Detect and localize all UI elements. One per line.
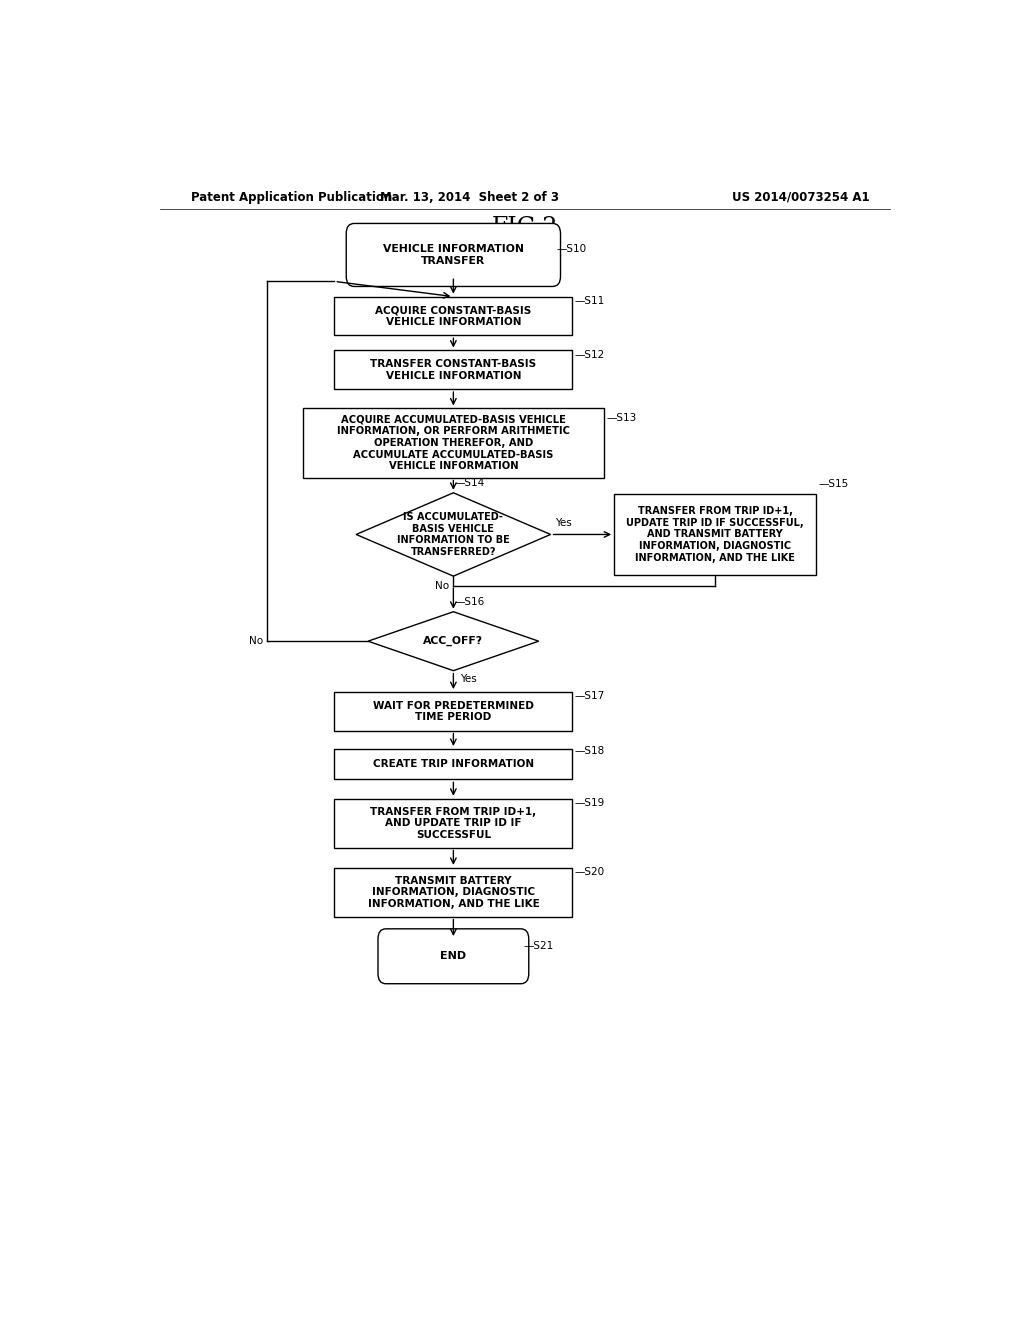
Bar bbox=[334, 748, 572, 779]
Text: —S11: —S11 bbox=[574, 296, 605, 306]
Text: WAIT FOR PREDETERMINED
TIME PERIOD: WAIT FOR PREDETERMINED TIME PERIOD bbox=[373, 701, 534, 722]
Text: —S19: —S19 bbox=[574, 797, 605, 808]
Bar bbox=[334, 867, 572, 916]
Text: Patent Application Publication: Patent Application Publication bbox=[191, 190, 393, 203]
Text: CREATE TRIP INFORMATION: CREATE TRIP INFORMATION bbox=[373, 759, 534, 770]
Text: IS ACCUMULATED-
BASIS VEHICLE
INFORMATION TO BE
TRANSFERRED?: IS ACCUMULATED- BASIS VEHICLE INFORMATIO… bbox=[397, 512, 510, 557]
Text: No: No bbox=[435, 581, 450, 591]
Text: Yes: Yes bbox=[460, 673, 476, 684]
Text: —S21: —S21 bbox=[523, 941, 553, 952]
Text: —S17: —S17 bbox=[574, 692, 605, 701]
Text: —S10: —S10 bbox=[556, 244, 587, 253]
Text: TRANSFER FROM TRIP ID+1,
AND UPDATE TRIP ID IF
SUCCESSFUL: TRANSFER FROM TRIP ID+1, AND UPDATE TRIP… bbox=[371, 807, 537, 840]
Text: END: END bbox=[440, 952, 467, 961]
Text: —S12: —S12 bbox=[574, 350, 605, 359]
Text: TRANSFER FROM TRIP ID+1,
UPDATE TRIP ID IF SUCCESSFUL,
AND TRANSMIT BATTERY
INFO: TRANSFER FROM TRIP ID+1, UPDATE TRIP ID … bbox=[627, 507, 804, 562]
Text: ACQUIRE CONSTANT-BASIS
VEHICLE INFORMATION: ACQUIRE CONSTANT-BASIS VEHICLE INFORMATI… bbox=[375, 305, 531, 327]
Text: —S14: —S14 bbox=[455, 478, 485, 487]
Text: Yes: Yes bbox=[555, 519, 571, 528]
Text: —S13: —S13 bbox=[606, 413, 637, 422]
FancyBboxPatch shape bbox=[378, 929, 528, 983]
FancyBboxPatch shape bbox=[346, 223, 560, 286]
Bar bbox=[614, 494, 816, 576]
Text: —S16: —S16 bbox=[455, 597, 485, 607]
Text: —S20: —S20 bbox=[574, 867, 605, 876]
Text: No: No bbox=[249, 636, 263, 647]
Bar bbox=[334, 799, 572, 847]
Polygon shape bbox=[356, 492, 551, 576]
Text: VEHICLE INFORMATION
TRANSFER: VEHICLE INFORMATION TRANSFER bbox=[383, 244, 524, 265]
Bar bbox=[334, 297, 572, 335]
Polygon shape bbox=[368, 611, 539, 671]
Text: Mar. 13, 2014  Sheet 2 of 3: Mar. 13, 2014 Sheet 2 of 3 bbox=[380, 190, 559, 203]
Bar bbox=[334, 351, 572, 389]
Text: —S15: —S15 bbox=[819, 479, 849, 488]
Text: FIG.2: FIG.2 bbox=[492, 216, 558, 239]
Text: US 2014/0073254 A1: US 2014/0073254 A1 bbox=[732, 190, 870, 203]
Text: TRANSMIT BATTERY
INFORMATION, DIAGNOSTIC
INFORMATION, AND THE LIKE: TRANSMIT BATTERY INFORMATION, DIAGNOSTIC… bbox=[368, 875, 540, 909]
Bar bbox=[303, 408, 604, 478]
Text: ACQUIRE ACCUMULATED-BASIS VEHICLE
INFORMATION, OR PERFORM ARITHMETIC
OPERATION T: ACQUIRE ACCUMULATED-BASIS VEHICLE INFORM… bbox=[337, 414, 570, 471]
Text: ACC_OFF?: ACC_OFF? bbox=[423, 636, 483, 647]
Text: TRANSFER CONSTANT-BASIS
VEHICLE INFORMATION: TRANSFER CONSTANT-BASIS VEHICLE INFORMAT… bbox=[371, 359, 537, 380]
Text: —S18: —S18 bbox=[574, 746, 605, 756]
Bar bbox=[334, 692, 572, 731]
